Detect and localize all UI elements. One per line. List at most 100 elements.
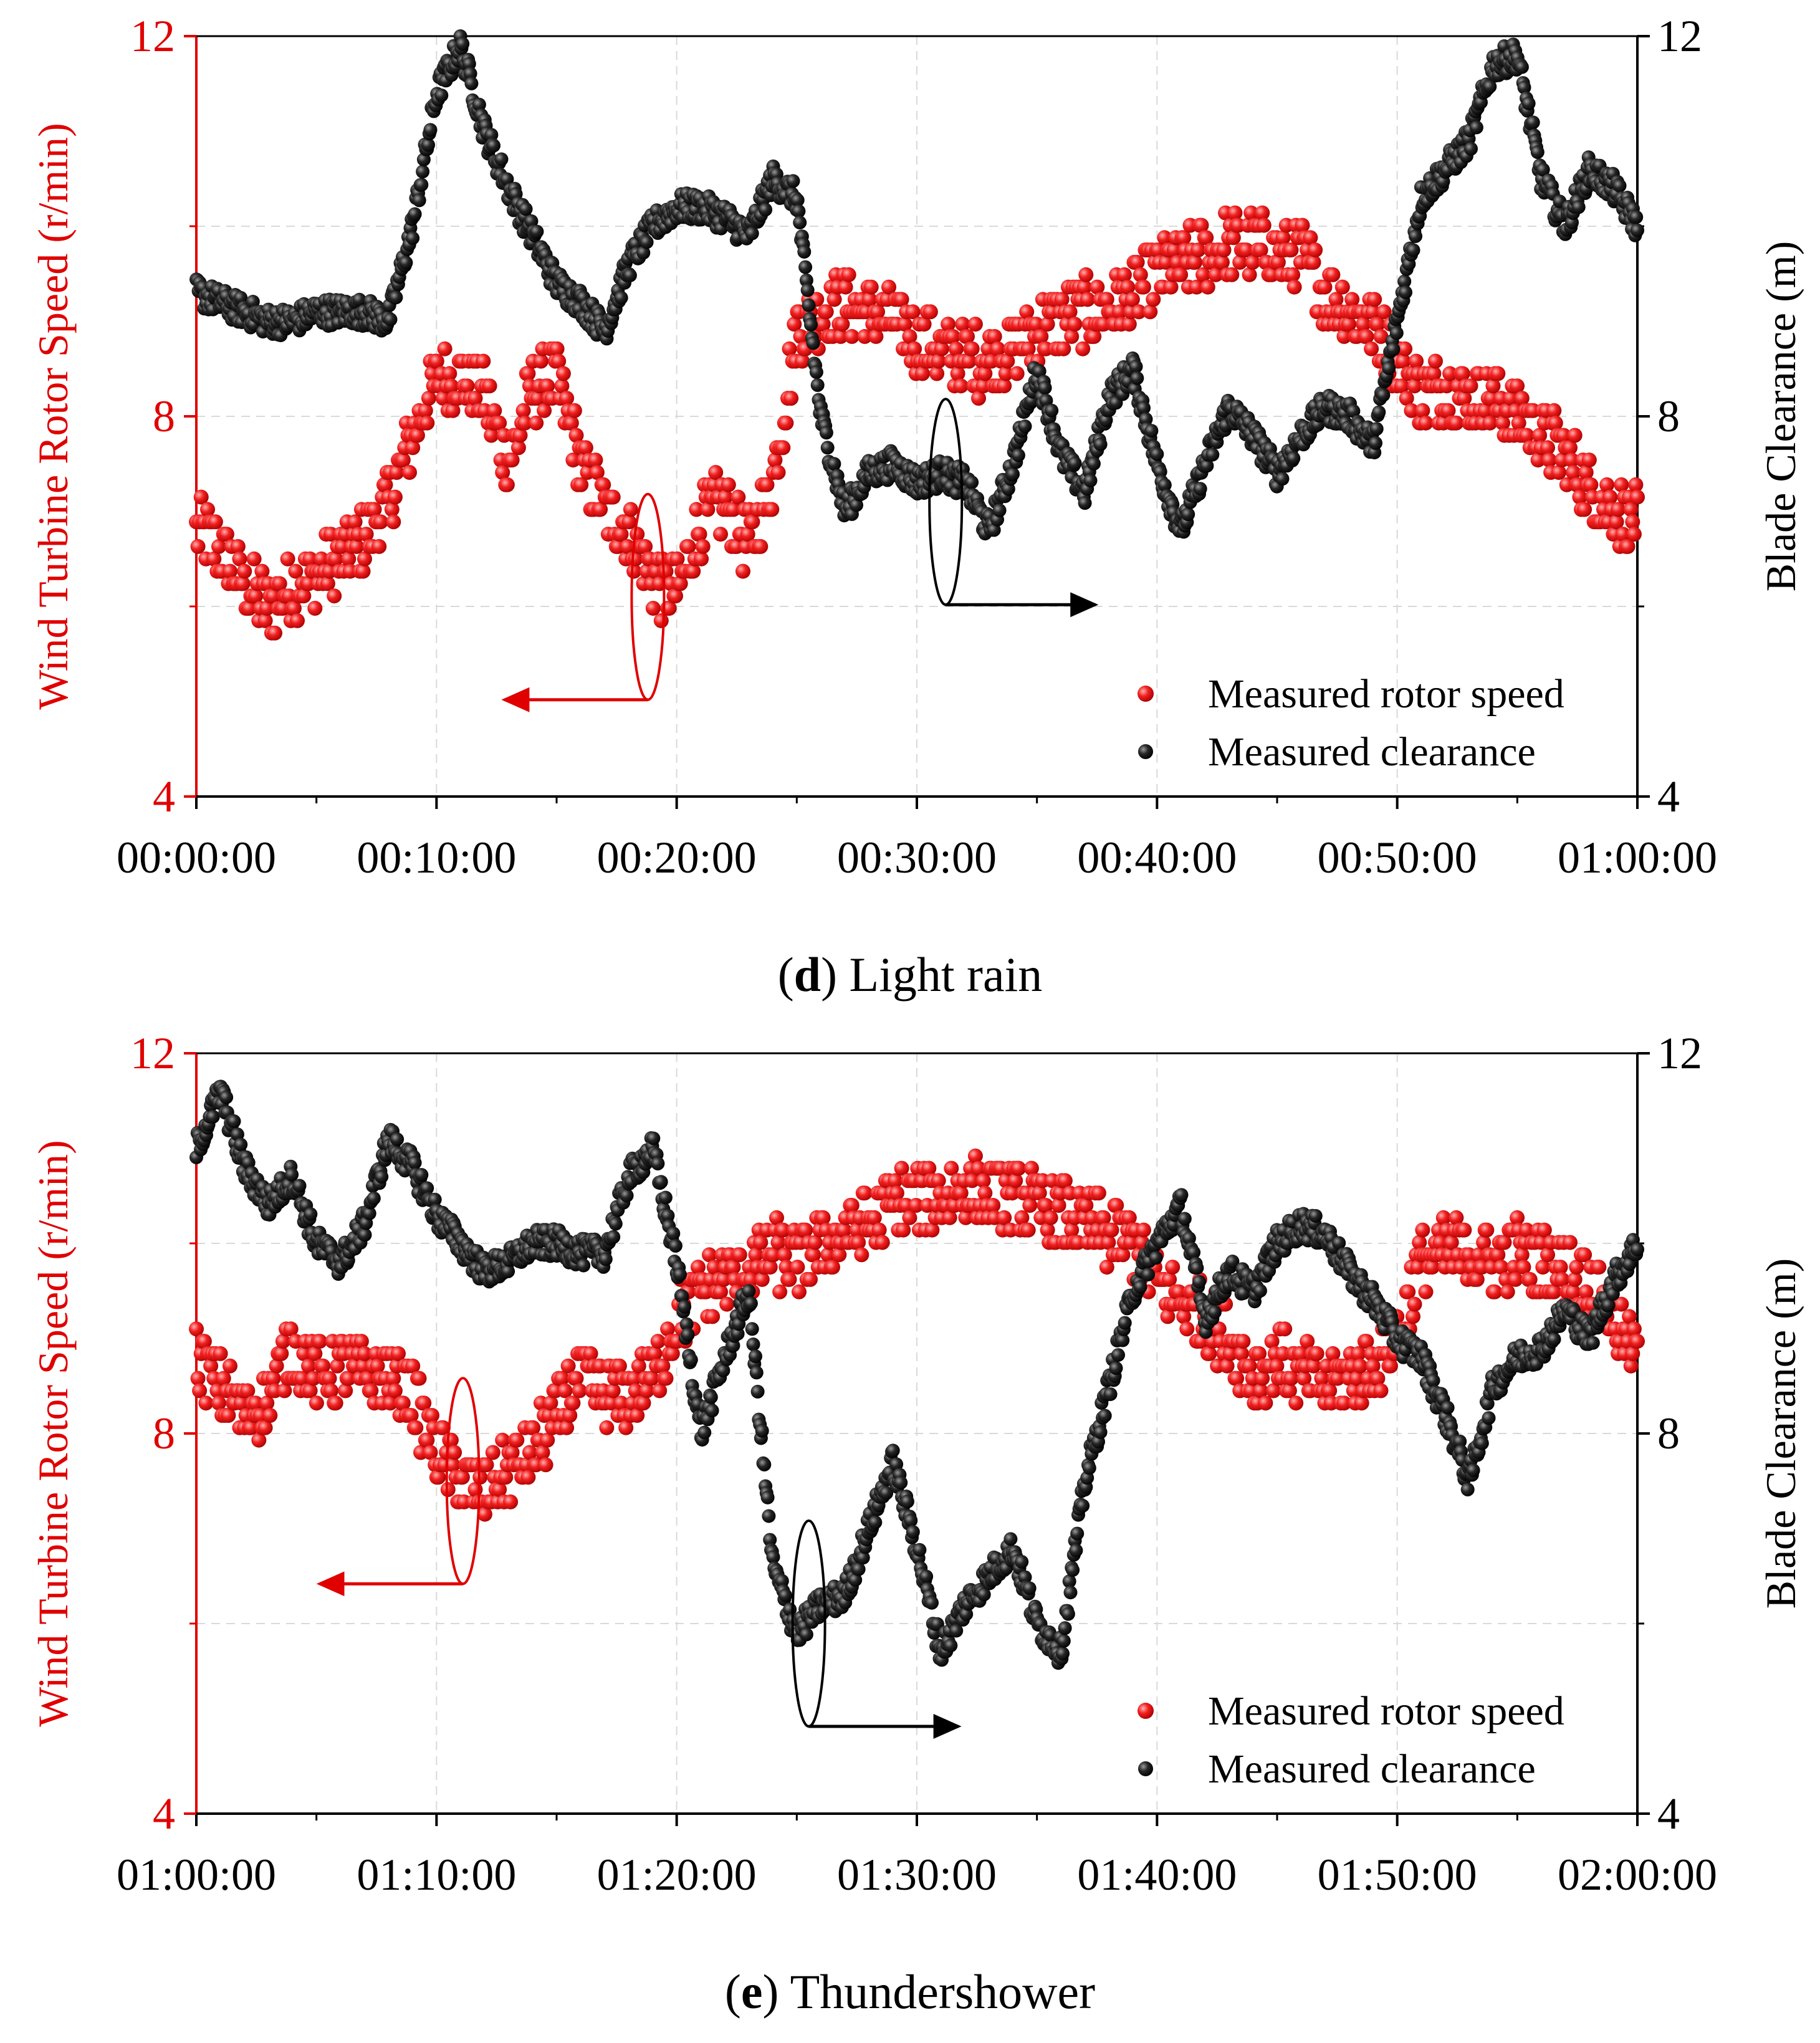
rotor-speed-point: [958, 1210, 974, 1225]
rotor-speed-point: [467, 391, 483, 406]
clearance-point: [1103, 1387, 1118, 1401]
rotor-speed-point: [655, 1358, 671, 1374]
clearance-point: [1058, 1621, 1072, 1635]
clearance-point: [904, 1513, 918, 1528]
rotor-speed-point: [1176, 1309, 1192, 1324]
rotor-speed-point: [1354, 1395, 1369, 1411]
clearance-point: [804, 317, 818, 332]
rotor-speed-point: [557, 1383, 573, 1399]
rotor-speed-point: [1023, 1160, 1039, 1176]
rotor-speed-point: [1541, 452, 1557, 468]
rotor-speed-point: [1166, 242, 1182, 258]
caption-letter: d: [794, 947, 821, 1002]
rotor-speed-point: [1285, 267, 1301, 282]
rotor-speed-point: [190, 538, 206, 554]
clearance-point: [848, 1572, 863, 1587]
data-points: [189, 29, 1645, 641]
rotor-speed-point: [630, 1408, 645, 1423]
rotor-speed-point: [658, 1371, 674, 1386]
rotor-speed-point: [691, 1260, 706, 1275]
rotor-speed-point: [841, 267, 856, 282]
clearance-point: [406, 231, 420, 246]
clearance-point: [1399, 285, 1412, 300]
clearance-point: [1150, 447, 1164, 461]
legend-clearance-label: Measured clearance: [1208, 1746, 1536, 1792]
rotor-speed-point: [301, 1358, 316, 1374]
rotor-speed-point: [964, 1173, 980, 1189]
rotor-speed-point: [1275, 230, 1291, 246]
clearance-point: [1015, 1554, 1029, 1569]
clearance-point: [906, 1525, 920, 1539]
rotor-speed-point: [854, 1247, 869, 1263]
clearance-point: [1526, 115, 1540, 130]
clearance-point: [800, 283, 815, 297]
rotor-speed-point: [211, 1395, 226, 1411]
clearance-point: [1389, 326, 1404, 340]
rotor-speed-point: [309, 1395, 324, 1411]
rotor-speed-point: [902, 1210, 917, 1225]
rotor-speed-point: [1439, 378, 1454, 394]
rotor-speed-point: [1014, 1210, 1030, 1225]
left-y-tick-label: 8: [153, 1409, 175, 1458]
rotor-speed-point: [924, 1222, 940, 1238]
rotor-speed-point: [1245, 254, 1260, 270]
rotor-speed-point: [689, 502, 704, 517]
rotor-speed-point: [915, 366, 930, 381]
rotor-speed-point: [631, 1358, 646, 1374]
rotor-speed-point: [1222, 1346, 1238, 1361]
rotor-speed-point: [1179, 1321, 1195, 1337]
clearance-point: [1453, 1434, 1467, 1448]
clearance-point: [614, 290, 628, 305]
rotor-speed-point: [1214, 254, 1230, 270]
rotor-speed-point: [520, 366, 536, 381]
rotor-speed-point: [424, 1408, 439, 1423]
rotor-speed-point: [349, 538, 365, 554]
rotor-speed-point: [844, 1198, 860, 1213]
rotor-speed-point: [599, 1420, 615, 1435]
rotor-speed-point: [1490, 366, 1506, 381]
clearance-point: [925, 1596, 939, 1610]
rotor-speed-point: [922, 304, 938, 320]
clearance-point: [1629, 210, 1644, 224]
rotor-speed-point: [1099, 292, 1114, 307]
rotor-speed-point: [792, 1284, 807, 1299]
rotor-speed-point: [1469, 1271, 1485, 1287]
clearance-point: [1612, 179, 1627, 193]
rotor-speed-point: [1519, 428, 1535, 443]
rotor-speed-point: [798, 1222, 813, 1238]
rotor-speed-point: [436, 391, 451, 406]
clearance-point: [501, 1264, 515, 1278]
clearance-annotation: [791, 1519, 962, 1739]
panel-caption: (e) Thundershower: [725, 1964, 1095, 2019]
rotor-speed-point: [708, 465, 724, 480]
clearance-point: [227, 1114, 241, 1129]
rotor-speed-point: [836, 1222, 851, 1238]
rotor-speed-point: [815, 1210, 831, 1225]
clearance-point: [1253, 1284, 1267, 1298]
rotor-speed-point: [443, 378, 459, 394]
rotor-speed-point: [567, 403, 582, 418]
rotor-speed-point: [605, 1383, 621, 1399]
clearance-point: [524, 214, 539, 228]
rotor-speed-point: [246, 551, 262, 567]
clearance-point: [1174, 1188, 1189, 1202]
rotor-speed-point: [713, 1284, 728, 1299]
rotor-speed-point: [200, 502, 215, 517]
rotor-speed-point: [605, 489, 621, 505]
rotor-speed-point: [721, 477, 736, 492]
rotor-speed-point: [953, 1185, 969, 1201]
rotor-speed-point: [1351, 1346, 1366, 1361]
rotor-speed-point: [1551, 465, 1566, 480]
rotor-speed-point: [1163, 279, 1179, 295]
clearance-point: [790, 193, 805, 208]
rotor-speed-point: [1090, 279, 1105, 295]
rotor-speed-point: [1609, 514, 1624, 530]
clearance-point: [1177, 1212, 1192, 1226]
clearance-point: [1011, 448, 1025, 462]
clearance-point: [416, 165, 430, 179]
rotor-speed-point: [745, 514, 760, 530]
rotor-speed-point: [504, 452, 520, 468]
rotor-speed-point: [274, 1346, 289, 1361]
clearance-point: [651, 1156, 665, 1170]
